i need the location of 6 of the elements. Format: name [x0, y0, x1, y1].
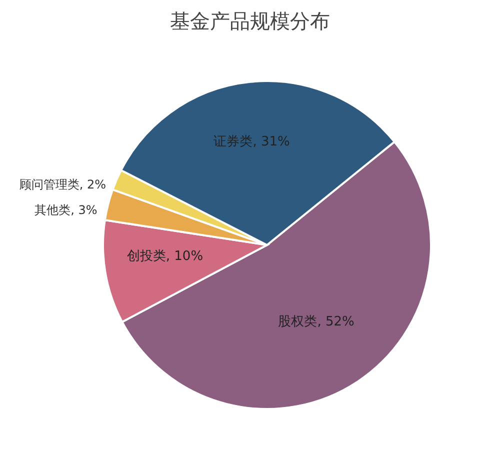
slice-label: 其他类, 3%: [34, 203, 98, 218]
slice-label: 创投类, 10%: [126, 248, 204, 264]
slice-label: 顾问管理类, 2%: [19, 177, 106, 192]
chart-title: 基金产品规模分布: [169, 8, 331, 35]
slice-label: 股权类, 52%: [278, 314, 354, 330]
slice-label: 证券类, 31%: [214, 134, 290, 150]
